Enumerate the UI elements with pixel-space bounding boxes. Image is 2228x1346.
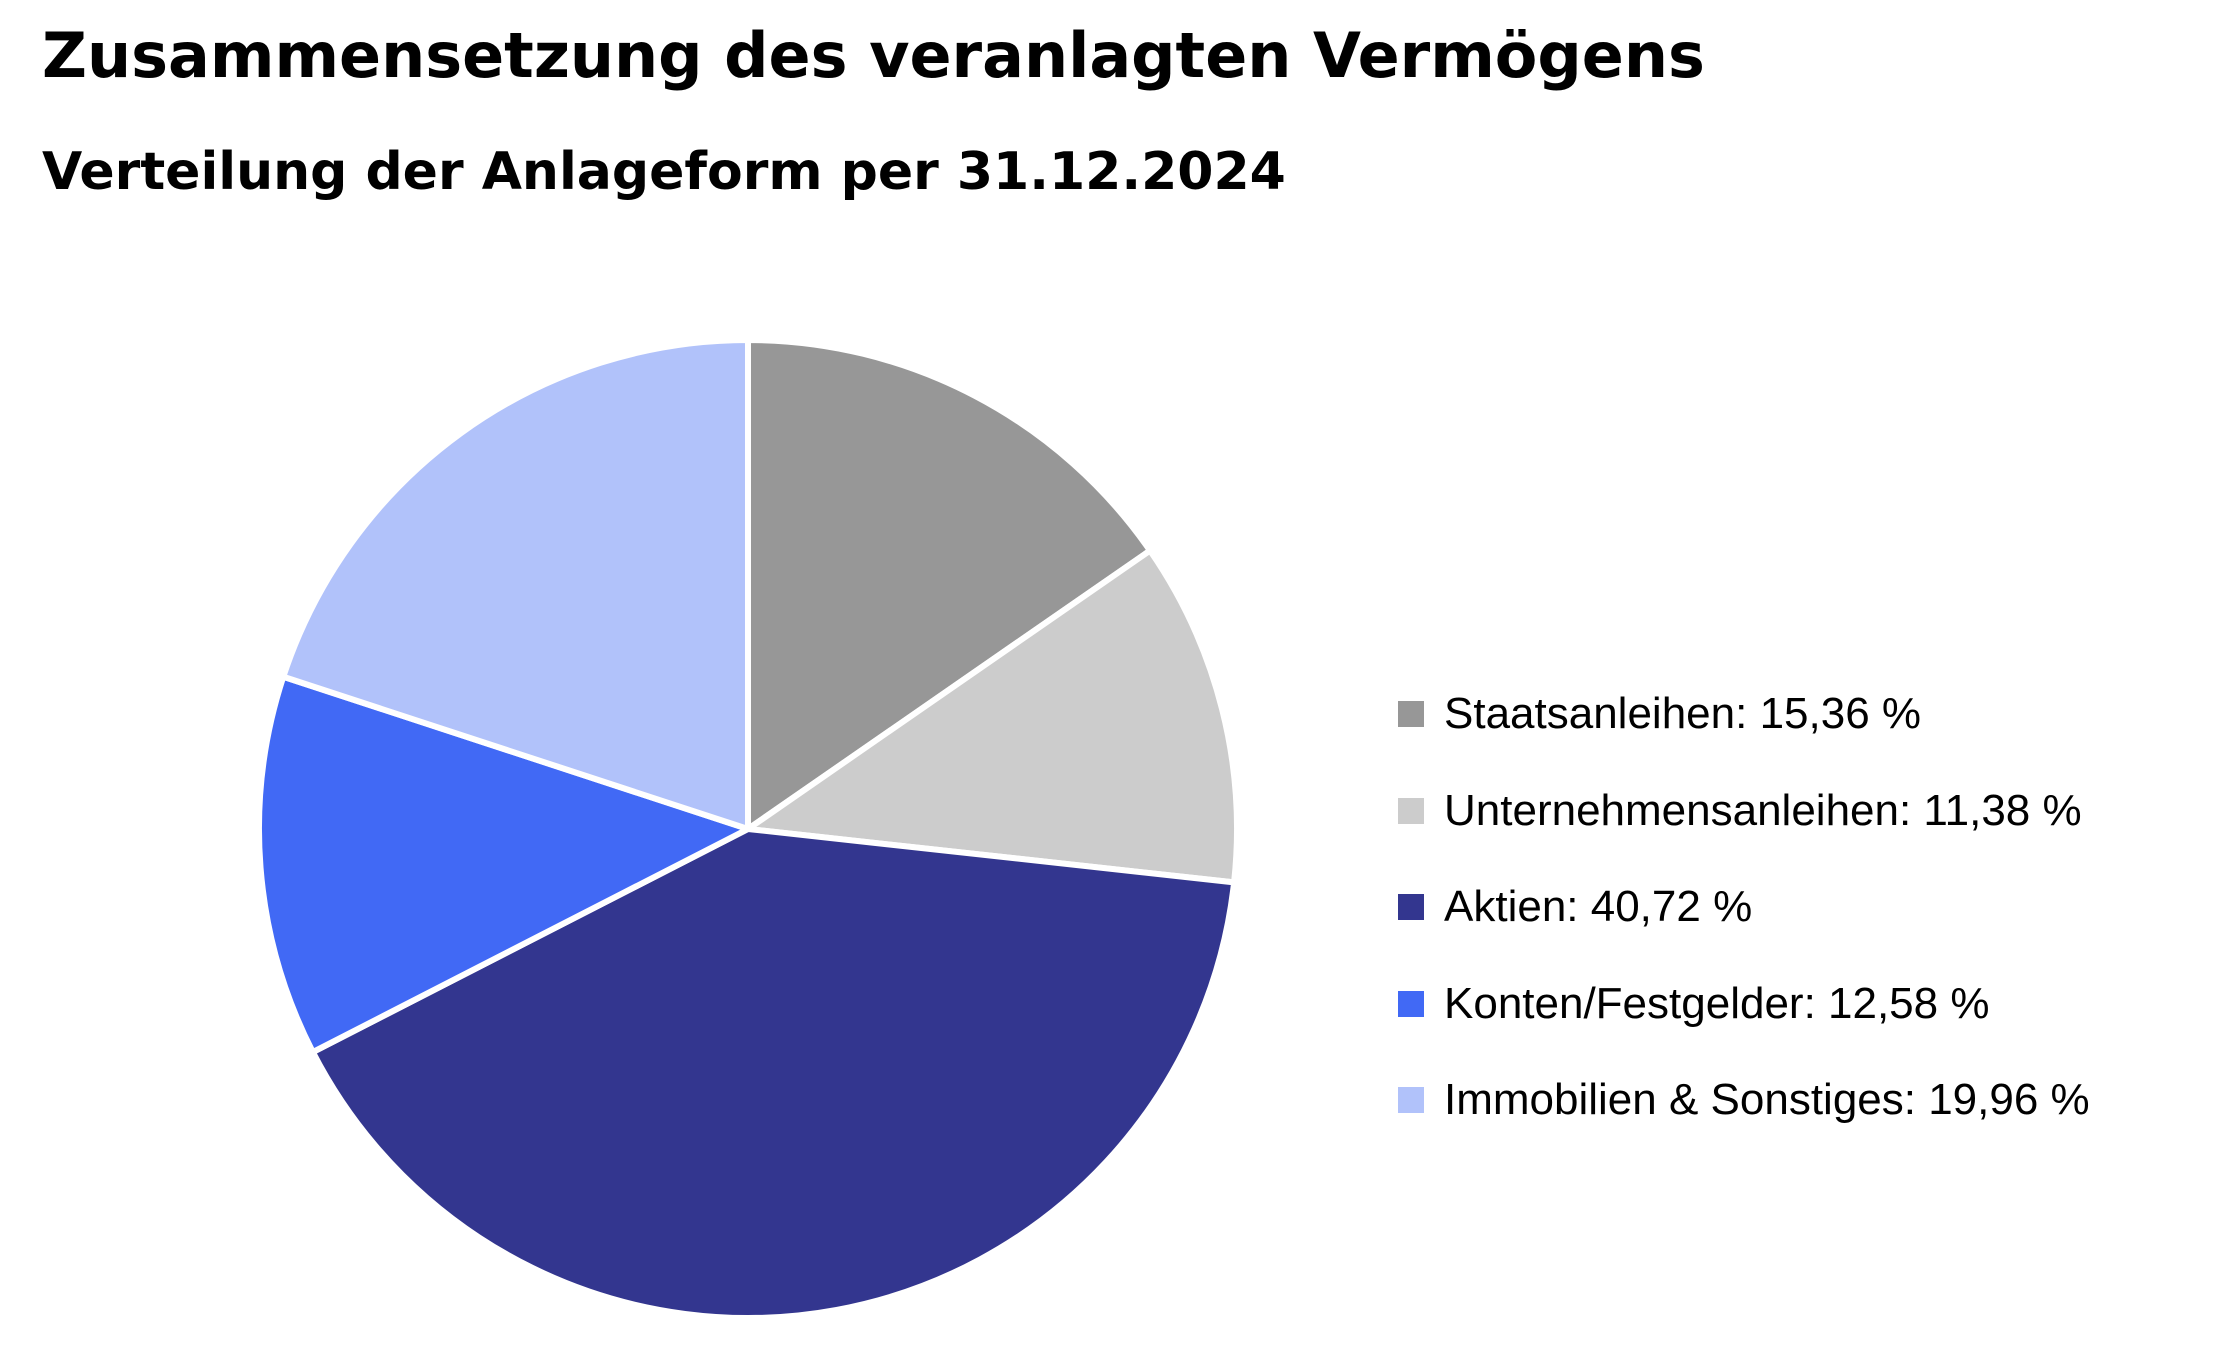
legend-item[interactable]: Staatsanleihen: 15,36 % bbox=[1398, 666, 2090, 763]
legend-label: Immobilien & Sonstiges: 19,96 % bbox=[1444, 1075, 2090, 1125]
pie-slice-3[interactable] bbox=[309, 826, 1238, 1321]
chart-legend: Staatsanleihen: 15,36 % Unternehmensanlei… bbox=[1398, 666, 2090, 1149]
pie-slice-2[interactable] bbox=[745, 547, 1240, 886]
pie-slice-5[interactable] bbox=[280, 337, 751, 832]
legend-label: Unternehmensanleihen: 11,38 % bbox=[1444, 785, 2082, 835]
chart-subtitle: Verteilung der Anlageform per 31.12.2024 bbox=[42, 142, 1286, 202]
pie-slice-4[interactable] bbox=[256, 673, 751, 1056]
legend-swatch bbox=[1398, 894, 1424, 921]
legend-label: Konten/Festgelder: 12,58 % bbox=[1444, 978, 1990, 1028]
legend-swatch bbox=[1398, 701, 1424, 728]
legend-swatch bbox=[1398, 990, 1424, 1017]
legend-label: Aktien: 40,72 % bbox=[1444, 882, 1753, 932]
legend-swatch bbox=[1398, 1087, 1424, 1114]
legend-item[interactable]: Konten/Festgelder: 12,58 % bbox=[1398, 956, 2090, 1053]
legend-item[interactable]: Immobilien & Sonstiges: 19,96 % bbox=[1398, 1052, 2090, 1149]
legend-item[interactable]: Aktien: 40,72 % bbox=[1398, 859, 2090, 956]
pie-slice-1[interactable] bbox=[745, 337, 1154, 832]
legend-label: Staatsanleihen: 15,36 % bbox=[1444, 689, 1922, 739]
legend-item[interactable]: Unternehmensanleihen: 11,38 % bbox=[1398, 763, 2090, 860]
chart-title: Zusammensetzung des veranlagten Vermögen… bbox=[42, 19, 1705, 92]
legend-swatch bbox=[1398, 797, 1424, 824]
